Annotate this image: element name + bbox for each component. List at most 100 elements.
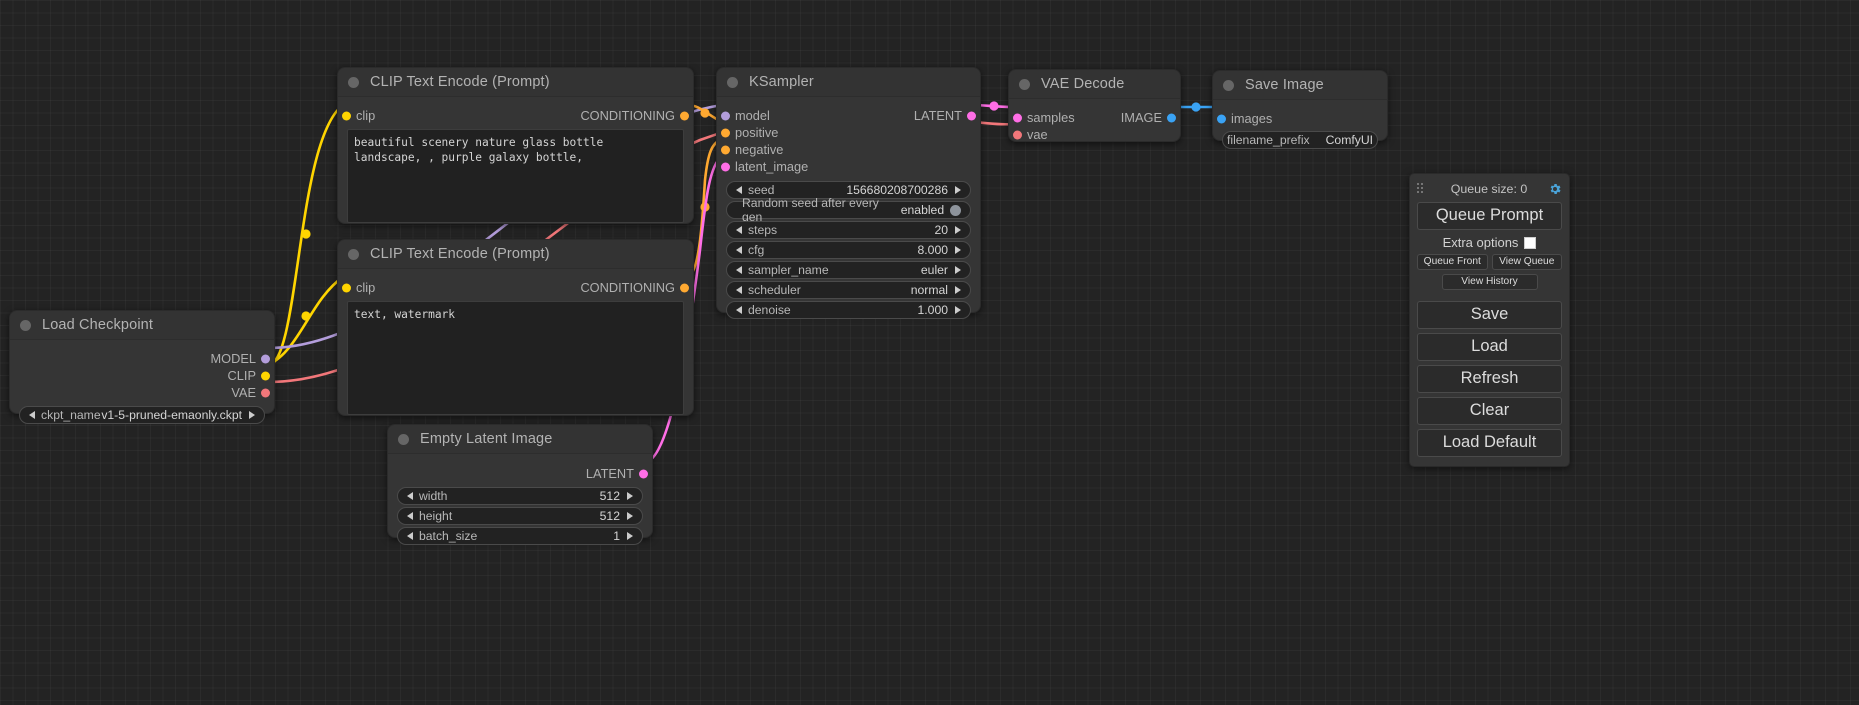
latent-output-dot-icon[interactable] — [639, 469, 648, 478]
save-button[interactable]: Save — [1417, 301, 1562, 329]
extra-options-row[interactable]: Extra options — [1417, 235, 1562, 250]
node-title-bar[interactable]: Save Image — [1213, 71, 1387, 100]
decrement-arrow-icon[interactable] — [407, 492, 413, 500]
collapse-dot-icon[interactable] — [20, 319, 31, 331]
widget-filename-prefix[interactable]: filename_prefix ComfyUI — [1222, 131, 1378, 149]
view-queue-button[interactable]: View Queue — [1491, 254, 1562, 270]
next-arrow-icon[interactable] — [249, 411, 255, 419]
increment-arrow-icon[interactable] — [955, 226, 961, 234]
comfy-menu-panel[interactable]: Queue size: 0 Queue Prompt Extra options… — [1409, 173, 1570, 467]
widget-value[interactable]: 512 — [599, 509, 620, 523]
decrement-arrow-icon[interactable] — [407, 512, 413, 520]
decrement-arrow-icon[interactable] — [736, 226, 742, 234]
clip-input-dot-icon[interactable] — [342, 111, 351, 120]
input-slot-positive[interactable]: positive — [717, 124, 980, 141]
node-vae-decode[interactable]: VAE Decode samples IMAGE vae — [1008, 69, 1181, 142]
decrement-arrow-icon[interactable] — [736, 306, 742, 314]
widget-scheduler[interactable]: scheduler normal — [726, 281, 971, 299]
extra-options-checkbox[interactable] — [1524, 236, 1537, 249]
node-title-bar[interactable]: CLIP Text Encode (Prompt) — [338, 240, 693, 269]
node-title-bar[interactable]: KSampler — [717, 68, 980, 97]
node-save-image[interactable]: Save Image images filename_prefix ComfyU… — [1212, 70, 1388, 149]
output-slot-vae[interactable]: VAE — [10, 384, 274, 401]
decrement-arrow-icon[interactable] — [736, 186, 742, 194]
input-slot-latent-image[interactable]: latent_image — [717, 158, 980, 175]
widget-value[interactable]: 20 — [934, 223, 948, 237]
queue-prompt-button[interactable]: Queue Prompt — [1417, 202, 1562, 230]
input-slot-vae[interactable]: vae — [1009, 126, 1180, 143]
collapse-dot-icon[interactable] — [1223, 79, 1234, 91]
widget-value[interactable]: 1 — [613, 529, 620, 543]
output-slot-clip[interactable]: CLIP — [10, 367, 274, 384]
widget-seed[interactable]: seed 156680208700286 — [726, 181, 971, 199]
increment-arrow-icon[interactable] — [955, 246, 961, 254]
node-title-bar[interactable]: Load Checkpoint — [10, 311, 274, 340]
widget-height[interactable]: height 512 — [397, 507, 643, 525]
widget-cfg[interactable]: cfg 8.000 — [726, 241, 971, 259]
node-title-bar[interactable]: VAE Decode — [1009, 70, 1180, 99]
output-slot-conditioning[interactable]: CONDITIONING — [338, 279, 693, 296]
node-title-bar[interactable]: Empty Latent Image — [388, 425, 652, 454]
widget-value[interactable]: 8.000 — [917, 243, 949, 257]
image-output-dot-icon[interactable] — [1167, 113, 1176, 122]
widget-random-seed-toggle[interactable]: Random seed after every gen enabled — [726, 196, 971, 224]
increment-arrow-icon[interactable] — [955, 286, 961, 294]
widget-width[interactable]: width 512 — [397, 487, 643, 505]
increment-arrow-icon[interactable] — [955, 186, 961, 194]
widget-value[interactable]: 1.000 — [917, 303, 949, 317]
node-load-checkpoint[interactable]: Load Checkpoint MODEL CLIP VAE ckpt_name… — [9, 310, 275, 424]
widget-value[interactable]: ComfyUI — [1325, 133, 1374, 147]
widget-value[interactable]: normal — [910, 283, 948, 297]
collapse-dot-icon[interactable] — [727, 76, 738, 88]
drag-handle-icon[interactable] — [1417, 183, 1426, 195]
model-input-dot-icon[interactable] — [721, 111, 730, 120]
increment-arrow-icon[interactable] — [955, 266, 961, 274]
refresh-button[interactable]: Refresh — [1417, 365, 1562, 393]
output-slot-model[interactable]: MODEL — [10, 350, 274, 367]
prompt-textarea[interactable]: beautiful scenery nature glass bottle la… — [347, 129, 684, 223]
widget-denoise[interactable]: denoise 1.000 — [726, 301, 971, 319]
output-slot-latent[interactable]: LATENT — [717, 107, 980, 124]
view-history-button[interactable]: View History — [1441, 274, 1538, 290]
increment-arrow-icon[interactable] — [627, 512, 633, 520]
negative-input-dot-icon[interactable] — [721, 145, 730, 154]
increment-arrow-icon[interactable] — [627, 532, 633, 540]
positive-input-dot-icon[interactable] — [721, 128, 730, 137]
input-slot-images[interactable]: images — [1213, 110, 1387, 127]
increment-arrow-icon[interactable] — [955, 306, 961, 314]
widget-batch-size[interactable]: batch_size 1 — [397, 527, 643, 545]
conditioning-output-dot-icon[interactable] — [680, 111, 689, 120]
clip-output-dot-icon[interactable] — [261, 371, 270, 380]
output-slot-conditioning[interactable]: CONDITIONING — [338, 107, 693, 124]
input-slot-model[interactable]: model — [717, 107, 980, 124]
samples-input-dot-icon[interactable] — [1013, 113, 1022, 122]
widget-value[interactable]: enabled — [900, 203, 945, 217]
input-slot-samples[interactable]: samples — [1009, 109, 1180, 126]
output-slot-image[interactable]: IMAGE — [1009, 109, 1180, 126]
latent-image-input-dot-icon[interactable] — [721, 162, 730, 171]
load-default-button[interactable]: Load Default — [1417, 429, 1562, 457]
clip-input-dot-icon[interactable] — [342, 283, 351, 292]
model-output-dot-icon[interactable] — [261, 354, 270, 363]
node-empty-latent-image[interactable]: Empty Latent Image LATENT width 512 heig… — [387, 424, 653, 545]
latent-output-dot-icon[interactable] — [967, 111, 976, 120]
queue-front-button[interactable]: Queue Front — [1417, 254, 1488, 270]
clear-button[interactable]: Clear — [1417, 397, 1562, 425]
node-ksampler[interactable]: KSampler model LATENT positive negative … — [716, 67, 981, 319]
gear-icon[interactable] — [1548, 182, 1562, 196]
decrement-arrow-icon[interactable] — [736, 246, 742, 254]
load-button[interactable]: Load — [1417, 333, 1562, 361]
collapse-dot-icon[interactable] — [348, 76, 359, 88]
increment-arrow-icon[interactable] — [627, 492, 633, 500]
vae-input-dot-icon[interactable] — [1013, 130, 1022, 139]
decrement-arrow-icon[interactable] — [736, 266, 742, 274]
conditioning-output-dot-icon[interactable] — [680, 283, 689, 292]
widget-ckpt-name[interactable]: ckpt_name v1-5-pruned-emaonly.ckpt — [19, 406, 265, 424]
widget-steps[interactable]: steps 20 — [726, 221, 971, 239]
images-input-dot-icon[interactable] — [1217, 114, 1226, 123]
node-clip-text-encode-negative[interactable]: CLIP Text Encode (Prompt) clip CONDITION… — [337, 239, 694, 416]
widget-value[interactable]: 512 — [599, 489, 620, 503]
collapse-dot-icon[interactable] — [398, 433, 409, 445]
input-slot-negative[interactable]: negative — [717, 141, 980, 158]
